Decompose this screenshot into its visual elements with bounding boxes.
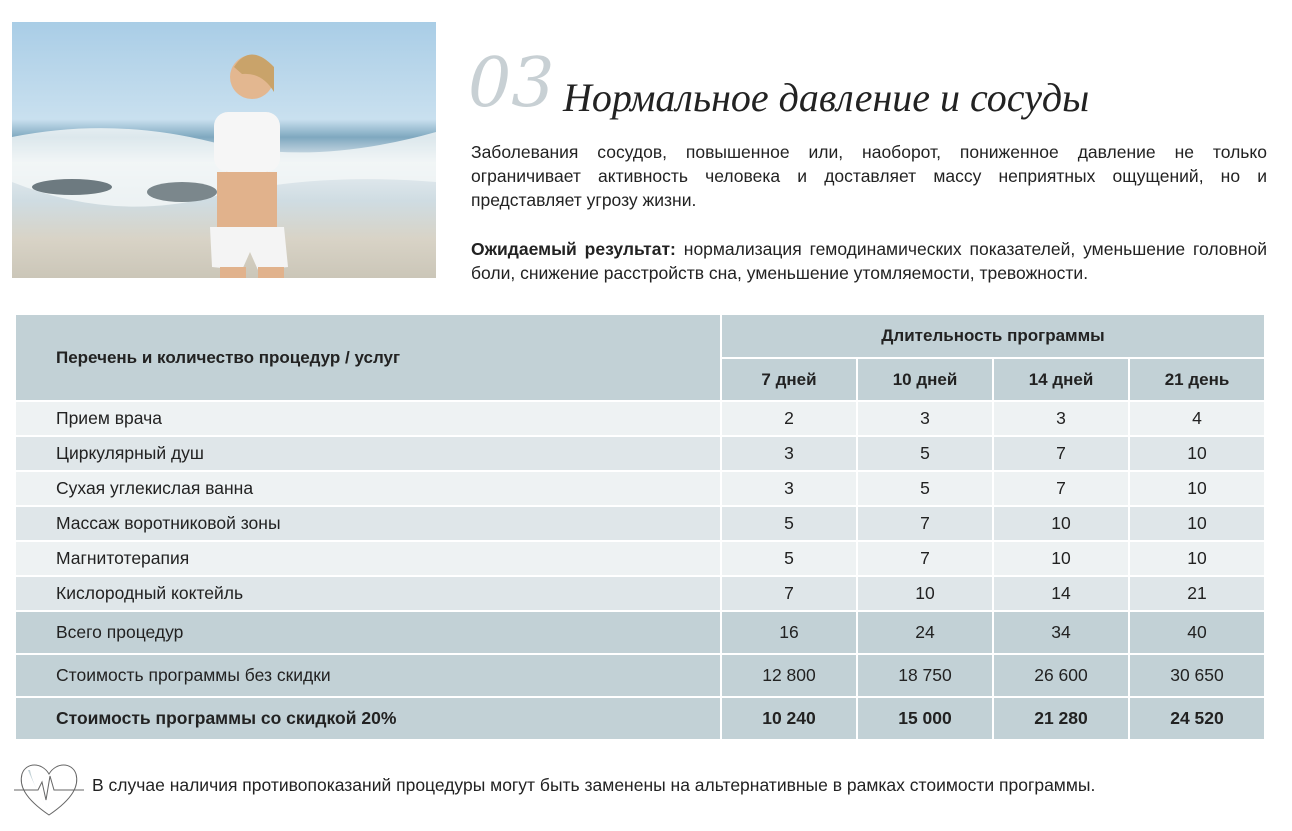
program-table: Перечень и количество процедур / услуг Д… <box>14 313 1266 741</box>
row-value: 3 <box>720 470 858 507</box>
table-row: Кислородный коктейль 7 10 14 21 <box>14 575 1266 612</box>
expected-result: Ожидаемый результат: нормализация гемоди… <box>471 237 1267 285</box>
row-value: 10 <box>1128 470 1266 507</box>
row-value: 5 <box>720 505 858 542</box>
page-title: Нормальное давление и сосуды <box>563 75 1090 120</box>
woman-running-on-beach-image <box>12 54 436 278</box>
footnote: В случае наличия противопоказаний процед… <box>92 775 1096 795</box>
row-label: Стоимость программы без скидки <box>14 653 722 698</box>
row-label: Циркулярный душ <box>14 435 722 472</box>
duration-3: 21 день <box>1128 357 1266 402</box>
row-label: Всего процедур <box>14 610 722 655</box>
row-value: 7 <box>720 575 858 612</box>
procedures-header: Перечень и количество процедур / услуг <box>14 313 722 402</box>
table-row: Массаж воротниковой зоны 5 7 10 10 <box>14 505 1266 542</box>
row-label: Кислородный коктейль <box>14 575 722 612</box>
duration-2: 14 дней <box>992 357 1130 402</box>
row-value: 34 <box>992 610 1130 655</box>
table-row: Сухая углекислая ванна 3 5 7 10 <box>14 470 1266 507</box>
row-value: 18 750 <box>856 653 994 698</box>
hero-photo <box>12 22 436 278</box>
duration-header: Длительность программы <box>720 313 1266 359</box>
row-value: 2 <box>720 400 858 437</box>
row-value: 10 <box>856 575 994 612</box>
row-value: 7 <box>856 505 994 542</box>
row-value: 3 <box>992 400 1130 437</box>
row-value: 26 600 <box>992 653 1130 698</box>
row-value: 10 240 <box>720 696 858 741</box>
row-value: 30 650 <box>1128 653 1266 698</box>
table-row: Магнитотерапия 5 7 10 10 <box>14 540 1266 577</box>
row-value: 21 280 <box>992 696 1130 741</box>
row-label: Стоимость программы со скидкой 20% <box>14 696 722 741</box>
row-value: 40 <box>1128 610 1266 655</box>
row-value: 21 <box>1128 575 1266 612</box>
table-row: Прием врача 2 3 3 4 <box>14 400 1266 437</box>
section-number: 03 <box>468 44 555 123</box>
row-value: 7 <box>856 540 994 577</box>
row-value: 4 <box>1128 400 1266 437</box>
row-value: 15 000 <box>856 696 994 741</box>
row-value: 7 <box>992 470 1130 507</box>
row-label: Массаж воротниковой зоны <box>14 505 722 542</box>
description: Заболевания сосудов, повышенное или, нао… <box>471 142 1267 210</box>
row-value: 10 <box>1128 435 1266 472</box>
row-value: 5 <box>720 540 858 577</box>
row-value: 14 <box>992 575 1130 612</box>
table-row: Всего процедур 16 24 34 40 <box>14 610 1266 655</box>
table-row: Стоимость программы со скидкой 20% 10 240… <box>14 696 1266 741</box>
duration-1: 10 дней <box>856 357 994 402</box>
table-row: Циркулярный душ 3 5 7 10 <box>14 435 1266 472</box>
row-value: 16 <box>720 610 858 655</box>
row-value: 10 <box>992 540 1130 577</box>
row-value: 10 <box>1128 540 1266 577</box>
row-value: 24 <box>856 610 994 655</box>
expected-result-label: Ожидаемый результат: <box>471 239 676 259</box>
row-value: 7 <box>992 435 1130 472</box>
row-label: Прием врача <box>14 400 722 437</box>
row-label: Магнитотерапия <box>14 540 722 577</box>
table-row: Стоимость программы без скидки 12 800 18 7… <box>14 653 1266 698</box>
row-label: Сухая углекислая ванна <box>14 470 722 507</box>
row-value: 12 800 <box>720 653 858 698</box>
row-value: 24 520 <box>1128 696 1266 741</box>
duration-0: 7 дней <box>720 357 858 402</box>
row-value: 5 <box>856 470 994 507</box>
row-value: 3 <box>856 400 994 437</box>
expected-result-text: нормализация гемодинамических показателе… <box>471 239 1268 283</box>
row-value: 5 <box>856 435 994 472</box>
heart-pulse-icon <box>14 764 84 816</box>
row-value: 10 <box>1128 505 1266 542</box>
row-value: 10 <box>992 505 1130 542</box>
row-value: 3 <box>720 435 858 472</box>
